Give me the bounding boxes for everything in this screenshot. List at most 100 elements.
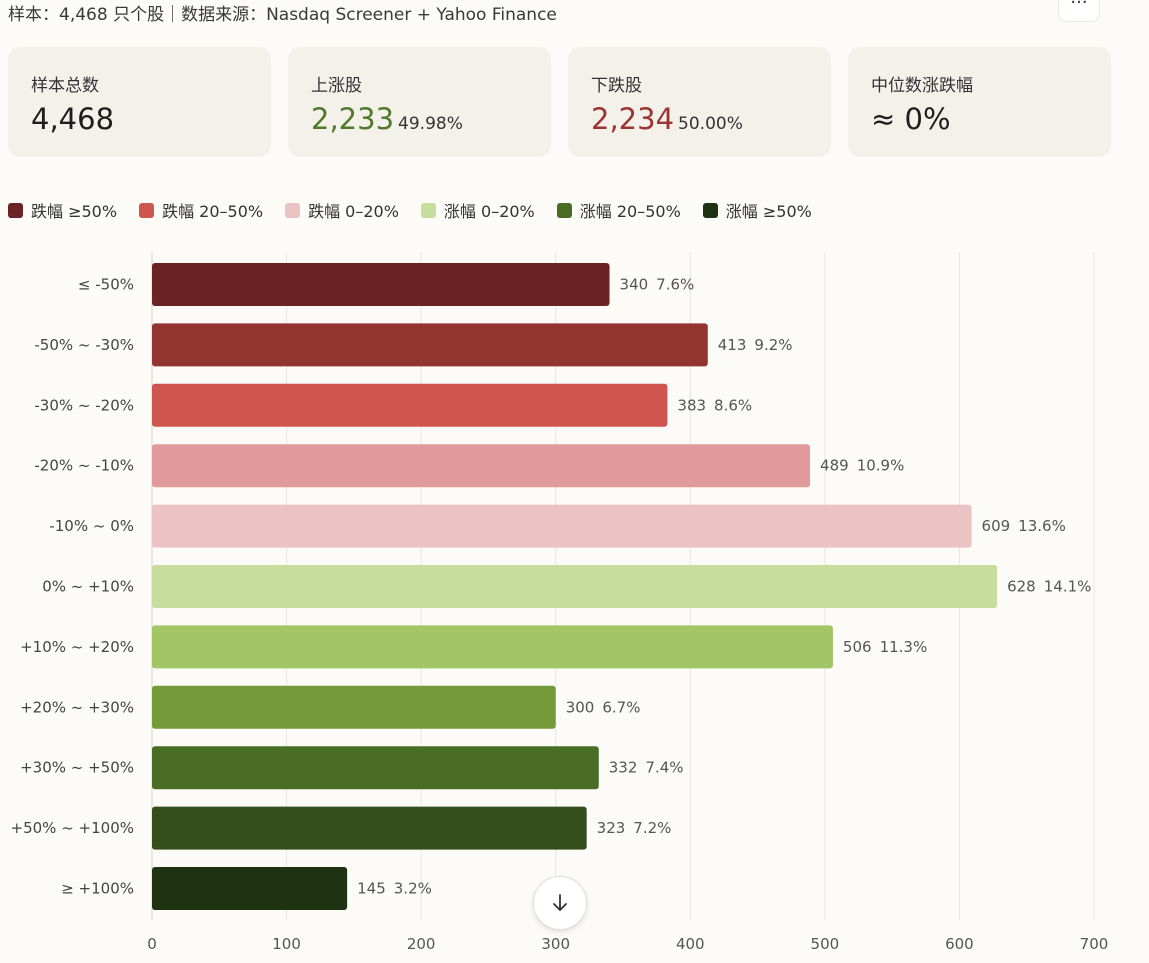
bar-value-label: 383 [677,396,706,414]
y-category-label: +30% ~ +50% [20,759,134,777]
legend-label: 涨幅 ≥50% [725,202,812,221]
legend-label: 跌幅 0–20% [308,202,399,221]
y-category-label: -50% ~ -30% [34,336,134,354]
legend-swatch [556,202,572,218]
bar [152,323,708,367]
y-category-label: ≤ -50% [78,276,134,294]
legend-label: 跌幅 20–50% [162,202,264,221]
more-options-button[interactable]: ··· [1058,0,1100,22]
card-value-percent: 50.00% [678,114,743,134]
x-tick-label: 700 [1080,935,1109,953]
y-category-label: ≥ +100% [61,880,134,898]
bar-percent-label: 11.3% [880,638,928,656]
x-tick-label: 200 [407,935,436,953]
card-value: 2,234 50.00% [591,102,743,136]
card-median-change: 中位数涨跌幅 ≈ 0% [848,47,1111,157]
legend-label: 跌幅 ≥50% [31,202,118,221]
bar-data-label: 340 7.6% [620,276,695,294]
bar-data-label: 383 8.6% [677,396,752,414]
bar [152,565,998,608]
chart-subtitle: 样本：4,468 只个股｜数据来源：Nasdaq Screener + Yaho… [8,5,557,25]
bar-data-label: 300 6.7% [566,698,641,716]
bar-value-label: 332 [609,759,638,777]
bar-percent-label: 3.2% [394,880,432,898]
bar-chart: 0 100 200 300 400 500 600 700 ≤ -50% 340 7.6% -50% … [11,252,1109,953]
bar-value-label: 506 [843,638,872,656]
bar-value-label: 323 [597,819,626,837]
card-label: 上涨股 [311,76,362,96]
legend-swatch [420,202,436,218]
bar-data-label: 489 10.9% [820,457,904,475]
summary-cards: 样本总数 4,468 上涨股 2,233 49.98% 下跌股 2,234 50.0… [8,47,1112,159]
legend-label: 涨幅 20–50% [579,202,681,221]
bar-data-label: 609 13.6% [982,517,1066,535]
legend-swatch [285,202,301,218]
bar-data-label: 323 7.2% [597,819,672,837]
bar-data-label: 332 7.4% [609,759,684,777]
bar [152,444,811,488]
bar-value-label: 489 [820,457,849,475]
y-category-label: -30% ~ -20% [34,396,134,414]
y-category-label: 0% ~ +10% [42,578,134,596]
x-tick-label: 0 [147,935,157,953]
chart-legend: 跌幅 ≥50% 跌幅 20–50% 跌幅 0–20% 涨幅 0–20% 涨幅 20–50… [8,198,834,222]
legend-item: 涨幅 20–50% [556,198,681,222]
bar [152,806,587,850]
bar-percent-label: 10.9% [857,457,905,475]
card-value-percent: 49.98% [398,114,463,134]
bar [152,383,668,427]
x-tick-label: 100 [272,935,301,953]
bar-value-label: 340 [620,276,649,294]
bar [152,504,972,548]
bar-data-label: 413 9.2% [718,336,793,354]
card-label: 样本总数 [31,76,99,96]
y-category-label: -20% ~ -10% [34,457,134,475]
y-category-label: +10% ~ +20% [20,638,134,656]
legend-item: 涨幅 ≥50% [702,198,812,222]
scroll-down-button[interactable] [533,876,587,930]
bar-value-label: 413 [718,336,747,354]
bar-percent-label: 6.7% [602,698,640,716]
card-value: 2,233 49.98% [311,102,463,136]
x-tick-label: 600 [945,935,974,953]
bar [152,263,610,306]
bar-value-label: 628 [1007,578,1036,596]
legend-item: 跌幅 20–50% [139,198,263,222]
bar-percent-label: 13.6% [1018,517,1066,535]
bar [152,746,599,790]
x-tick-label: 300 [541,935,570,953]
bar-data-label: 506 11.3% [843,638,927,656]
x-tick-label: 400 [676,935,705,953]
card-sample-total: 样本总数 4,468 [8,47,271,157]
legend-item: 涨幅 0–20% [420,198,535,222]
bar-value-label: 609 [982,517,1011,535]
bar [152,867,348,910]
y-category-label: +50% ~ +100% [11,819,134,837]
legend-label: 涨幅 0–20% [443,202,535,221]
legend-swatch [8,202,23,218]
bar [152,625,833,669]
bar-percent-label: 7.2% [633,819,671,837]
bar-percent-label: 8.6% [714,396,752,414]
bar-percent-label: 7.6% [656,276,694,294]
y-category-label: +20% ~ +30% [20,698,134,716]
bar-percent-label: 7.4% [645,759,683,777]
arrow-down-icon [553,894,567,911]
bar-percent-label: 9.2% [754,336,792,354]
card-value-number: 2,234 [591,102,675,136]
card-value: ≈ 0% [871,102,951,136]
card-falling-stocks: 下跌股 2,234 50.00% [568,47,831,157]
x-tick-label: 500 [811,935,840,953]
bar-value-label: 300 [566,698,595,716]
legend-item: 跌幅 0–20% [285,198,399,222]
legend-swatch [139,202,155,218]
bar-data-label: 145 3.2% [357,880,432,898]
y-category-label: -10% ~ 0% [49,517,134,535]
legend-item: 跌幅 ≥50% [8,198,117,222]
card-value-number: 4,468 [31,102,115,136]
card-value-number: ≈ 0% [871,102,951,136]
bar-value-label: 145 [357,880,386,898]
card-label: 中位数涨跌幅 [871,76,973,96]
bar-percent-label: 14.1% [1044,578,1092,596]
legend-swatch [702,202,718,218]
